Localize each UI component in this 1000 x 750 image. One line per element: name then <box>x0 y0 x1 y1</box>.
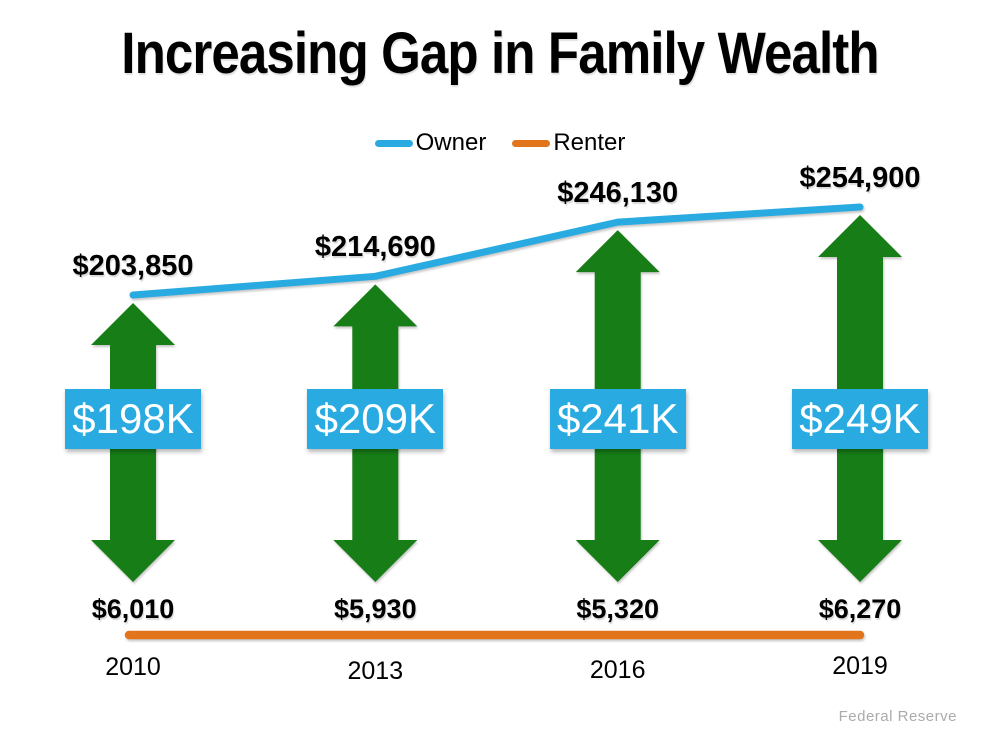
gap-arrow <box>818 215 902 582</box>
gap-arrow <box>91 303 175 582</box>
legend-label-renter: Renter <box>553 129 626 156</box>
legend: Owner Renter <box>0 129 1000 157</box>
legend-item-owner: Owner <box>374 129 487 157</box>
chart-title: Increasing Gap in Family Wealth <box>121 21 879 86</box>
owner-line <box>129 203 864 299</box>
owner-line-swatch <box>374 139 413 147</box>
renter-line-swatch <box>512 139 551 147</box>
source-credit: Federal Reserve <box>838 708 957 725</box>
gap-arrow <box>333 284 418 582</box>
legend-label-owner: Owner <box>415 129 487 156</box>
legend-item-renter: Renter <box>512 129 625 157</box>
gap-arrow <box>575 230 660 582</box>
